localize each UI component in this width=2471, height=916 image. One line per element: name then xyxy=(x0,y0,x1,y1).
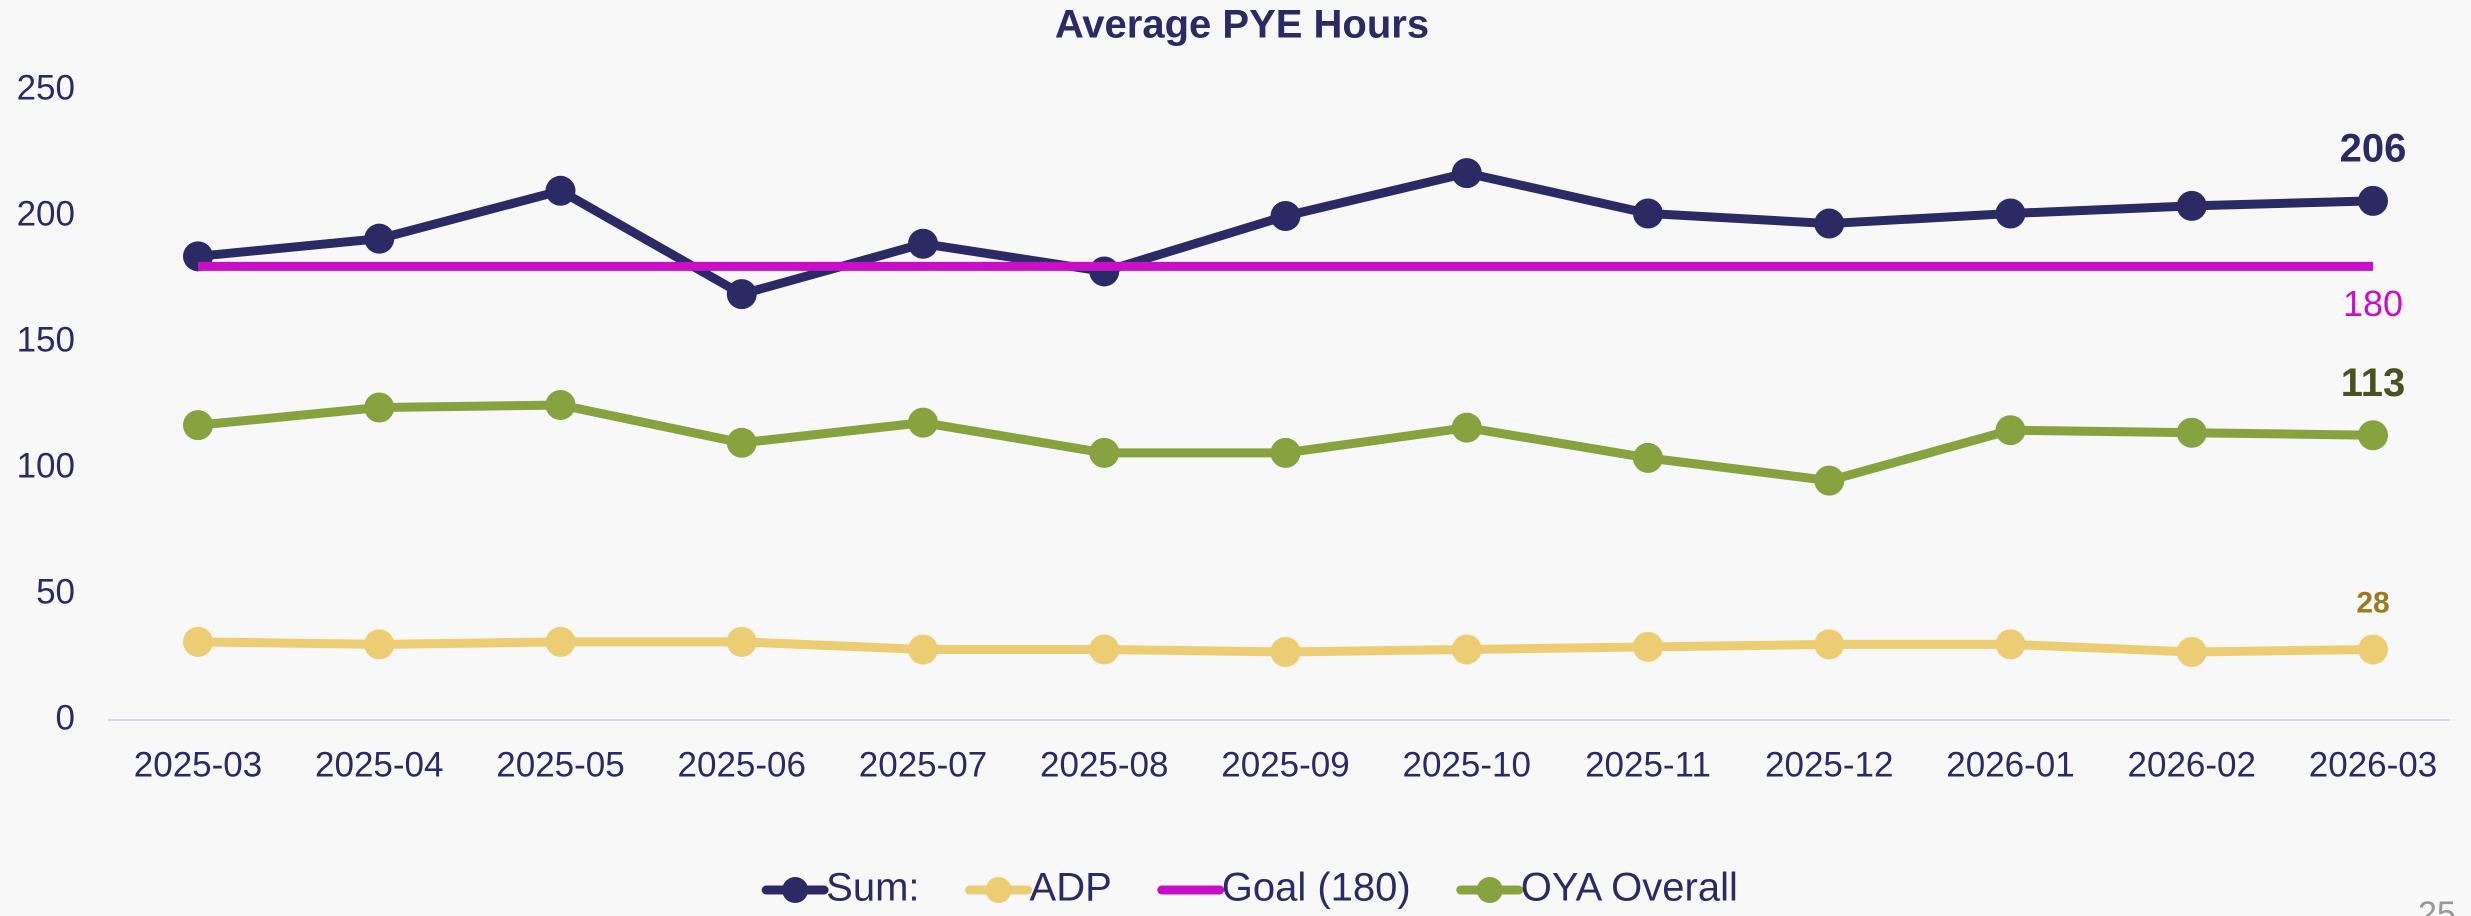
x-tick-label: 2025-05 xyxy=(496,745,624,784)
point xyxy=(1089,634,1120,665)
point xyxy=(1633,198,1663,229)
point xyxy=(726,626,757,657)
x-tick-label: 2025-06 xyxy=(678,745,806,784)
data-label: 180 xyxy=(2343,283,2403,324)
x-tick-label: 2026-02 xyxy=(2128,745,2256,784)
x-tick-label: 2025-07 xyxy=(859,745,987,784)
point xyxy=(1814,465,1845,496)
y-tick-label: 150 xyxy=(17,320,75,359)
point xyxy=(2358,420,2388,451)
point xyxy=(1995,629,2026,660)
point xyxy=(364,392,395,423)
x-tick-label: 2026-01 xyxy=(1946,745,2074,784)
legend: Sum: ADP Goal (180) OYA Overall xyxy=(761,866,1738,910)
point xyxy=(1995,415,2026,446)
x-tick-label: 2025-09 xyxy=(1221,745,1349,784)
point xyxy=(545,390,576,420)
x-tick-label: 2025-12 xyxy=(1765,745,1893,784)
point xyxy=(1814,629,1845,660)
point xyxy=(545,626,576,657)
x-tick-label: 2025-11 xyxy=(1585,745,1711,784)
point xyxy=(908,407,938,438)
y-tick-label: 250 xyxy=(17,68,75,107)
page-number: 25 xyxy=(2418,895,2456,916)
point xyxy=(908,634,938,665)
y-tick-label: 200 xyxy=(17,194,75,233)
point xyxy=(1089,437,1120,468)
point xyxy=(1995,198,2026,229)
point xyxy=(1089,256,1120,287)
point xyxy=(1451,634,1482,665)
point xyxy=(726,279,757,310)
x-tick-label: 2026-03 xyxy=(2309,745,2437,784)
point xyxy=(364,629,395,660)
point xyxy=(2176,636,2207,667)
legend-marker xyxy=(782,877,809,903)
point xyxy=(1451,158,1482,189)
legend-label: ADP xyxy=(1030,866,1112,910)
data-label: 113 xyxy=(2341,361,2406,405)
point xyxy=(1270,201,1301,231)
point xyxy=(2176,417,2207,448)
point xyxy=(1451,412,1482,443)
y-tick-label: 100 xyxy=(17,446,75,485)
y-tick-label: 0 xyxy=(56,698,75,737)
point xyxy=(2358,185,2388,216)
point xyxy=(545,175,576,206)
x-tick-label: 2025-08 xyxy=(1040,745,1168,784)
data-label: 28 xyxy=(2356,586,2389,619)
point xyxy=(1270,437,1301,468)
point xyxy=(1633,631,1663,662)
point xyxy=(1814,208,1845,239)
x-tick-label: 2025-04 xyxy=(315,745,443,784)
point xyxy=(2176,190,2207,221)
chart-title: Average PYE Hours xyxy=(1055,3,1429,47)
point xyxy=(1270,636,1301,667)
point xyxy=(1633,442,1663,473)
legend-marker xyxy=(985,877,1012,903)
point xyxy=(726,427,757,458)
data-label: 206 xyxy=(2340,126,2407,170)
point xyxy=(2358,634,2388,665)
legend-label: OYA Overall xyxy=(1521,866,1738,910)
legend-label: Sum: xyxy=(826,866,919,910)
legend-marker xyxy=(1476,877,1503,903)
point xyxy=(183,626,213,657)
x-tick-label: 2025-03 xyxy=(134,745,262,784)
point xyxy=(183,410,213,441)
point xyxy=(908,228,938,259)
y-tick-label: 50 xyxy=(36,572,75,611)
x-tick-label: 2025-10 xyxy=(1403,745,1531,784)
point xyxy=(364,223,395,254)
legend-label: Goal (180) xyxy=(1222,866,1411,910)
